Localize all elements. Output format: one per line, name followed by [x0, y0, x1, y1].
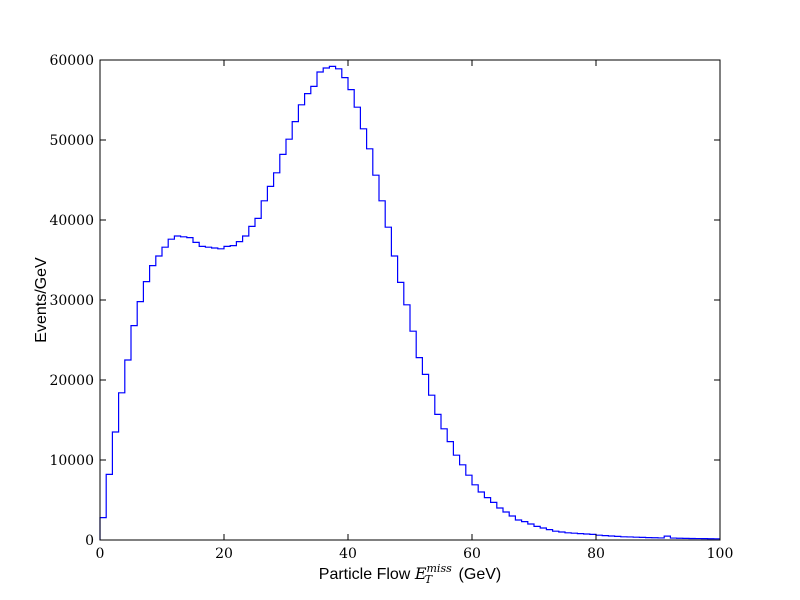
x-axis-label-suffix: (GeV) [454, 566, 501, 583]
y-axis-label: Events/GeV [33, 257, 50, 343]
x-axis-label-superscript: miss [427, 562, 453, 575]
x-tick-label: 0 [96, 546, 105, 562]
y-tick-label: 20000 [49, 373, 94, 389]
plot-frame [99, 59, 721, 541]
x-tick-label: 60 [463, 546, 481, 562]
x-axis-label-subscript: T [425, 573, 434, 586]
y-tick-label: 40000 [49, 213, 94, 229]
x-tick-label: 40 [339, 546, 357, 562]
x-tick-label: 80 [587, 546, 605, 562]
x-tick-label: 20 [215, 546, 233, 562]
y-tick-label: 50000 [49, 133, 94, 149]
x-tick-label: 100 [707, 546, 734, 562]
y-tick-label: 0 [85, 533, 94, 549]
y-tick-label: 30000 [49, 293, 94, 309]
y-tick-label: 60000 [49, 53, 94, 69]
axis-ticks: 0 20 40 60 80 100 0 10000 20000 30000 40000 50000 60… [49, 53, 733, 562]
plot-area [99, 65, 720, 540]
x-axis-label-symbol: E [414, 564, 427, 583]
x-axis-label: Particle Flow Emiss T (GeV) [319, 562, 501, 586]
histogram-series-line [99, 65, 720, 540]
y-tick-label: 10000 [49, 453, 94, 469]
